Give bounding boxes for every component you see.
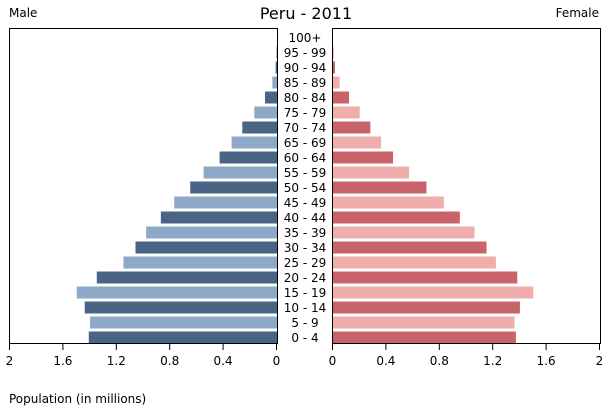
male-bar-10 bbox=[190, 181, 277, 194]
female-bar-9 bbox=[333, 166, 410, 179]
female-bar-10 bbox=[333, 181, 427, 194]
male-bar-12 bbox=[160, 211, 277, 224]
x-tick-label: 0 bbox=[273, 354, 281, 368]
female-bar-15 bbox=[333, 256, 496, 269]
x-tick-label: 0.4 bbox=[214, 354, 233, 368]
male-bar-7 bbox=[231, 136, 277, 149]
female-label: Female bbox=[556, 6, 599, 20]
x-tick-label: 1.2 bbox=[107, 354, 126, 368]
male-panel-frame bbox=[9, 28, 278, 344]
female-bar-14 bbox=[333, 241, 487, 254]
male-bar-18 bbox=[84, 301, 277, 314]
age-group-label: 0 - 4 bbox=[291, 331, 318, 345]
female-bar-19 bbox=[333, 316, 515, 329]
age-group-label: 5 - 9 bbox=[291, 316, 318, 330]
chart-title: Peru - 2011 bbox=[260, 4, 352, 23]
male-label: Male bbox=[9, 6, 37, 20]
female-panel-frame bbox=[332, 28, 601, 344]
x-tick-label: 2 bbox=[596, 354, 604, 368]
male-bar-9 bbox=[203, 166, 277, 179]
male-bar-11 bbox=[174, 196, 277, 209]
x-tick-label: 0 bbox=[329, 354, 337, 368]
age-group-label: 80 - 84 bbox=[284, 91, 327, 105]
age-group-label: 85 - 89 bbox=[284, 76, 327, 90]
male-bar-4 bbox=[264, 91, 277, 104]
female-bar-20 bbox=[333, 331, 516, 344]
male-bar-20 bbox=[88, 331, 277, 344]
age-group-label: 20 - 24 bbox=[284, 271, 327, 285]
male-bar-8 bbox=[219, 151, 277, 164]
female-bar-2 bbox=[333, 61, 336, 74]
male-bar-17 bbox=[76, 286, 277, 299]
x-tick-label: 0.4 bbox=[376, 354, 395, 368]
age-group-label: 25 - 29 bbox=[284, 256, 327, 270]
female-bar-17 bbox=[333, 286, 534, 299]
male-bar-2 bbox=[275, 61, 277, 74]
female-bar-5 bbox=[333, 106, 360, 119]
age-group-label: 65 - 69 bbox=[284, 136, 327, 150]
age-group-label: 35 - 39 bbox=[284, 226, 327, 240]
age-group-label: 15 - 19 bbox=[284, 286, 327, 300]
female-bar-16 bbox=[333, 271, 518, 284]
age-group-label: 60 - 64 bbox=[284, 151, 327, 165]
age-group-label: 55 - 59 bbox=[284, 166, 327, 180]
male-bar-14 bbox=[135, 241, 277, 254]
female-bar-12 bbox=[333, 211, 460, 224]
age-group-label: 75 - 79 bbox=[284, 106, 327, 120]
male-bar-3 bbox=[272, 76, 277, 89]
age-group-label: 50 - 54 bbox=[284, 181, 327, 195]
x-tick-label: 1.6 bbox=[53, 354, 72, 368]
age-group-label: 40 - 44 bbox=[284, 211, 327, 225]
male-bar-16 bbox=[96, 271, 278, 284]
female-bar-11 bbox=[333, 196, 444, 209]
female-bar-7 bbox=[333, 136, 382, 149]
x-axis-label: Population (in millions) bbox=[9, 392, 146, 406]
age-group-label: 95 - 99 bbox=[284, 46, 327, 60]
x-tick-label: 2 bbox=[6, 354, 14, 368]
age-group-label: 90 - 94 bbox=[284, 61, 327, 75]
female-bar-3 bbox=[333, 76, 340, 89]
female-bar-13 bbox=[333, 226, 475, 239]
male-bar-1 bbox=[276, 46, 277, 59]
female-bar-6 bbox=[333, 121, 371, 134]
x-tick-label: 0.8 bbox=[160, 354, 179, 368]
female-bar-18 bbox=[333, 301, 520, 314]
female-bar-4 bbox=[333, 91, 350, 104]
age-group-label: 10 - 14 bbox=[284, 301, 327, 315]
male-bar-6 bbox=[242, 121, 277, 134]
age-group-label: 45 - 49 bbox=[284, 196, 327, 210]
age-group-label: 30 - 34 bbox=[284, 241, 327, 255]
age-group-label: 70 - 74 bbox=[284, 121, 327, 135]
male-bar-13 bbox=[146, 226, 277, 239]
x-tick-label: 1.6 bbox=[537, 354, 556, 368]
male-bar-19 bbox=[90, 316, 277, 329]
female-bar-1 bbox=[333, 46, 334, 59]
male-bar-5 bbox=[254, 106, 277, 119]
female-bar-8 bbox=[333, 151, 394, 164]
x-tick-label: 0.8 bbox=[430, 354, 449, 368]
x-tick-label: 1.2 bbox=[483, 354, 502, 368]
male-bar-15 bbox=[123, 256, 277, 269]
age-group-label: 100+ bbox=[289, 31, 322, 45]
